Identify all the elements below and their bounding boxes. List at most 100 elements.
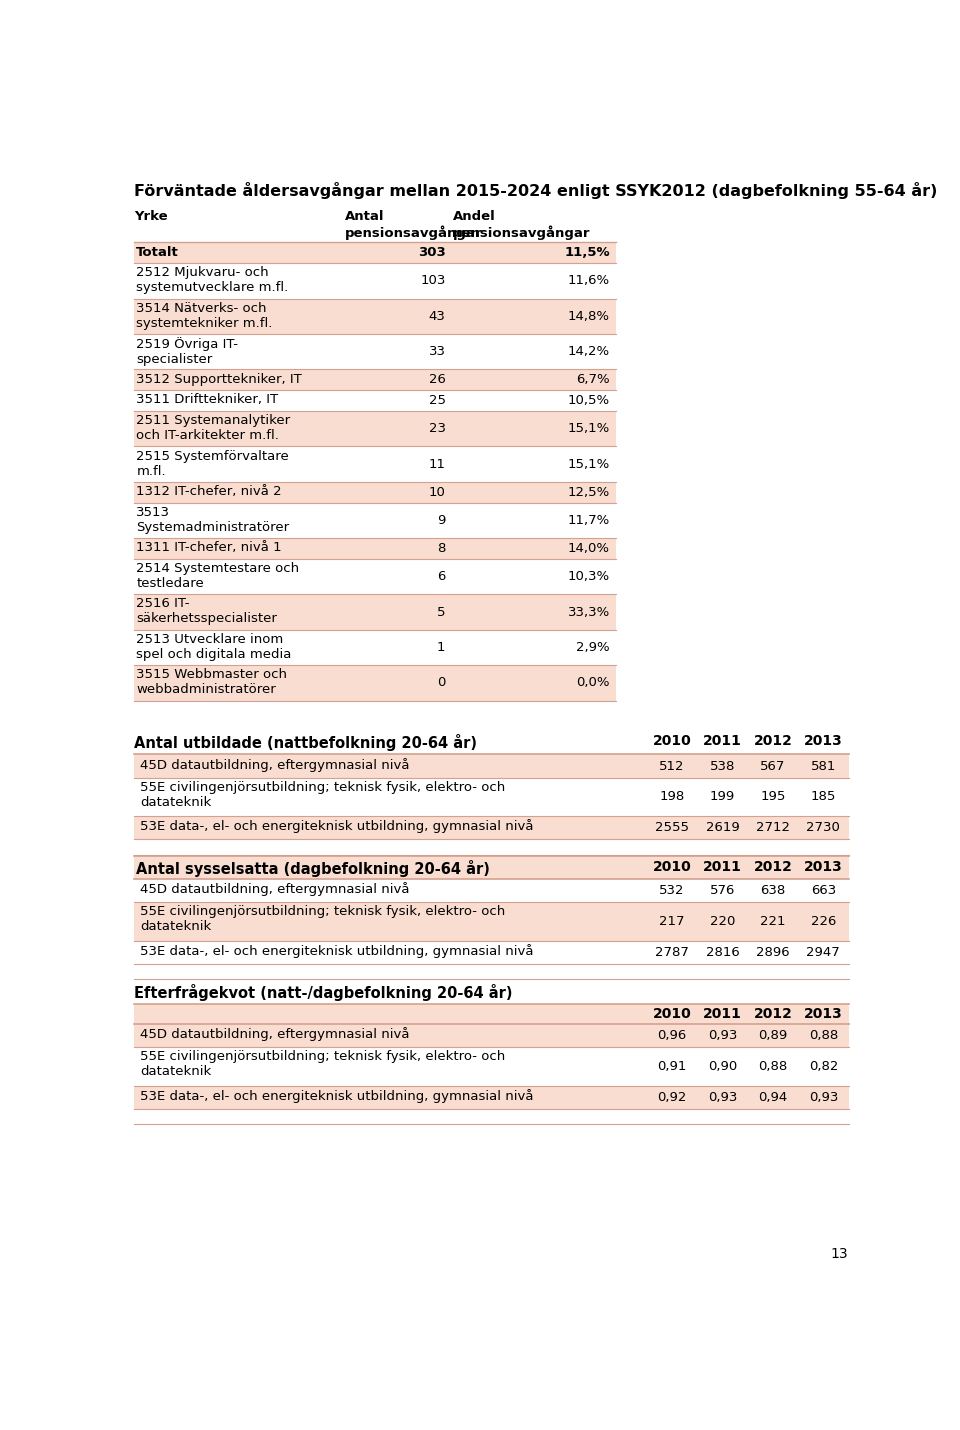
Text: 2013: 2013 [804, 1007, 843, 1021]
Text: 0,94: 0,94 [758, 1091, 787, 1104]
Text: 2514 Systemtestare och
testledare: 2514 Systemtestare och testledare [136, 562, 300, 591]
Text: 43: 43 [428, 310, 445, 323]
Text: 2515 Systemförvaltare
m.fl.: 2515 Systemförvaltare m.fl. [136, 449, 289, 478]
Text: 581: 581 [810, 759, 836, 772]
Text: 2896: 2896 [756, 945, 790, 960]
Text: 33: 33 [428, 345, 445, 359]
Bar [134, 482, 616, 503]
Text: 53E data-, el- och energiteknisk utbildning, gymnasial nivå: 53E data-, el- och energiteknisk utbildn… [140, 1088, 534, 1103]
Text: 2712: 2712 [756, 821, 790, 834]
Text: 1312 IT-chefer, nivå 2: 1312 IT-chefer, nivå 2 [136, 485, 282, 498]
Text: 538: 538 [709, 759, 735, 772]
Text: 2012: 2012 [754, 859, 792, 874]
Text: 0,89: 0,89 [758, 1030, 787, 1042]
Text: 0,88: 0,88 [758, 1060, 787, 1072]
Text: 6: 6 [437, 571, 445, 583]
Bar [134, 299, 616, 335]
Text: 226: 226 [810, 915, 836, 928]
Text: 6,7%: 6,7% [576, 373, 610, 386]
Text: 2730: 2730 [806, 821, 840, 834]
Bar [134, 595, 616, 629]
Text: 10,3%: 10,3% [567, 571, 610, 583]
Text: Andel
pensionsavgångar: Andel pensionsavgångar [453, 210, 590, 240]
Text: 303: 303 [418, 246, 445, 259]
Text: Efterfrågekvot (natt-/dagbefolkning 20-64 år): Efterfrågekvot (natt-/dagbefolkning 20-6… [134, 984, 513, 1001]
Text: 45D datautbildning, eftergymnasial nivå: 45D datautbildning, eftergymnasial nivå [140, 758, 410, 772]
Text: 12,5%: 12,5% [567, 486, 610, 499]
Text: Yrke: Yrke [134, 210, 168, 223]
Text: Antal sysselsatta (dagbefolkning 20-64 år): Antal sysselsatta (dagbefolkning 20-64 å… [136, 859, 491, 877]
Text: 2013: 2013 [804, 735, 843, 748]
Text: 2011: 2011 [703, 859, 742, 874]
Text: 3513
Systemadministratörer: 3513 Systemadministratörer [136, 506, 289, 533]
Text: Antal utbildade (nattbefolkning 20-64 år): Antal utbildade (nattbefolkning 20-64 år… [134, 735, 477, 752]
Text: 55E civilingenjörsutbildning; teknisk fysik, elektro- och
datateknik: 55E civilingenjörsutbildning; teknisk fy… [140, 781, 505, 809]
Text: 0,0%: 0,0% [576, 676, 610, 689]
Bar [134, 538, 616, 559]
Text: 2516 IT-
säkerhetsspecialister: 2516 IT- säkerhetsspecialister [136, 598, 277, 625]
Text: 33,3%: 33,3% [567, 605, 610, 619]
Text: 2513 Utvecklare inom
spel och digitala media: 2513 Utvecklare inom spel och digitala m… [136, 633, 292, 661]
Text: 14,2%: 14,2% [567, 345, 610, 359]
Text: 221: 221 [760, 915, 785, 928]
Text: 195: 195 [760, 791, 785, 804]
Text: 663: 663 [810, 884, 836, 897]
Text: 14,8%: 14,8% [567, 310, 610, 323]
Text: 8: 8 [437, 542, 445, 555]
Bar [134, 665, 616, 701]
Text: 0,91: 0,91 [658, 1060, 686, 1072]
Text: 15,1%: 15,1% [567, 458, 610, 470]
Text: 11,6%: 11,6% [567, 275, 610, 287]
Text: 14,0%: 14,0% [567, 542, 610, 555]
Text: 185: 185 [810, 791, 836, 804]
Text: 3515 Webbmaster och
webbadministratörer: 3515 Webbmaster och webbadministratörer [136, 668, 287, 696]
Text: 199: 199 [710, 791, 735, 804]
Text: 26: 26 [428, 373, 445, 386]
Text: 13: 13 [830, 1247, 849, 1261]
Text: 10: 10 [428, 486, 445, 499]
Text: 2787: 2787 [656, 945, 689, 960]
Bar [134, 410, 616, 446]
Text: 53E data-, el- och energiteknisk utbildning, gymnasial nivå: 53E data-, el- och energiteknisk utbildn… [140, 819, 534, 834]
Bar [134, 1004, 849, 1024]
Text: 2619: 2619 [706, 821, 739, 834]
Text: 2012: 2012 [754, 735, 792, 748]
Text: 0,93: 0,93 [708, 1030, 737, 1042]
Text: 11: 11 [428, 458, 445, 470]
Text: 9: 9 [437, 513, 445, 526]
Text: 53E data-, el- och energiteknisk utbildning, gymnasial nivå: 53E data-, el- och energiteknisk utbildn… [140, 944, 534, 958]
Text: 512: 512 [660, 759, 684, 772]
Text: 11,7%: 11,7% [567, 513, 610, 526]
Text: 2012: 2012 [754, 1007, 792, 1021]
Text: 567: 567 [760, 759, 785, 772]
Text: 198: 198 [660, 791, 684, 804]
Text: Förväntade åldersavgångar mellan 2015-2024 enligt SSYK2012 (dagbefolkning 55-64 : Förväntade åldersavgångar mellan 2015-20… [134, 183, 937, 199]
Text: 0,96: 0,96 [658, 1030, 686, 1042]
Text: 2010: 2010 [653, 859, 691, 874]
Text: 532: 532 [660, 884, 684, 897]
Bar [134, 902, 849, 941]
Text: 2519 Övriga IT-
specialister: 2519 Övriga IT- specialister [136, 337, 238, 366]
Text: 1: 1 [437, 641, 445, 654]
Text: 2010: 2010 [653, 735, 691, 748]
Text: 10,5%: 10,5% [567, 395, 610, 408]
Bar [134, 1085, 849, 1108]
Text: 0,90: 0,90 [708, 1060, 737, 1072]
Text: 103: 103 [420, 275, 445, 287]
Bar [134, 1108, 849, 1124]
Bar [134, 243, 616, 263]
Text: 23: 23 [428, 422, 445, 435]
Bar [134, 755, 849, 778]
Text: 1311 IT-chefer, nivå 1: 1311 IT-chefer, nivå 1 [136, 541, 282, 555]
Text: Antal
pensionsavgångar: Antal pensionsavgångar [345, 210, 482, 240]
Bar [134, 839, 849, 855]
Text: 0,93: 0,93 [808, 1091, 838, 1104]
Text: 220: 220 [709, 915, 735, 928]
Text: 55E civilingenjörsutbildning; teknisk fysik, elektro- och
datateknik: 55E civilingenjörsutbildning; teknisk fy… [140, 905, 505, 934]
Text: 0,93: 0,93 [708, 1091, 737, 1104]
Text: 0,82: 0,82 [808, 1060, 838, 1072]
Text: 45D datautbildning, eftergymnasial nivå: 45D datautbildning, eftergymnasial nivå [140, 882, 410, 897]
Text: 2511 Systemanalytiker
och IT-arkitekter m.fl.: 2511 Systemanalytiker och IT-arkitekter … [136, 415, 290, 442]
Text: 15,1%: 15,1% [567, 422, 610, 435]
Text: Totalt: Totalt [136, 246, 179, 259]
